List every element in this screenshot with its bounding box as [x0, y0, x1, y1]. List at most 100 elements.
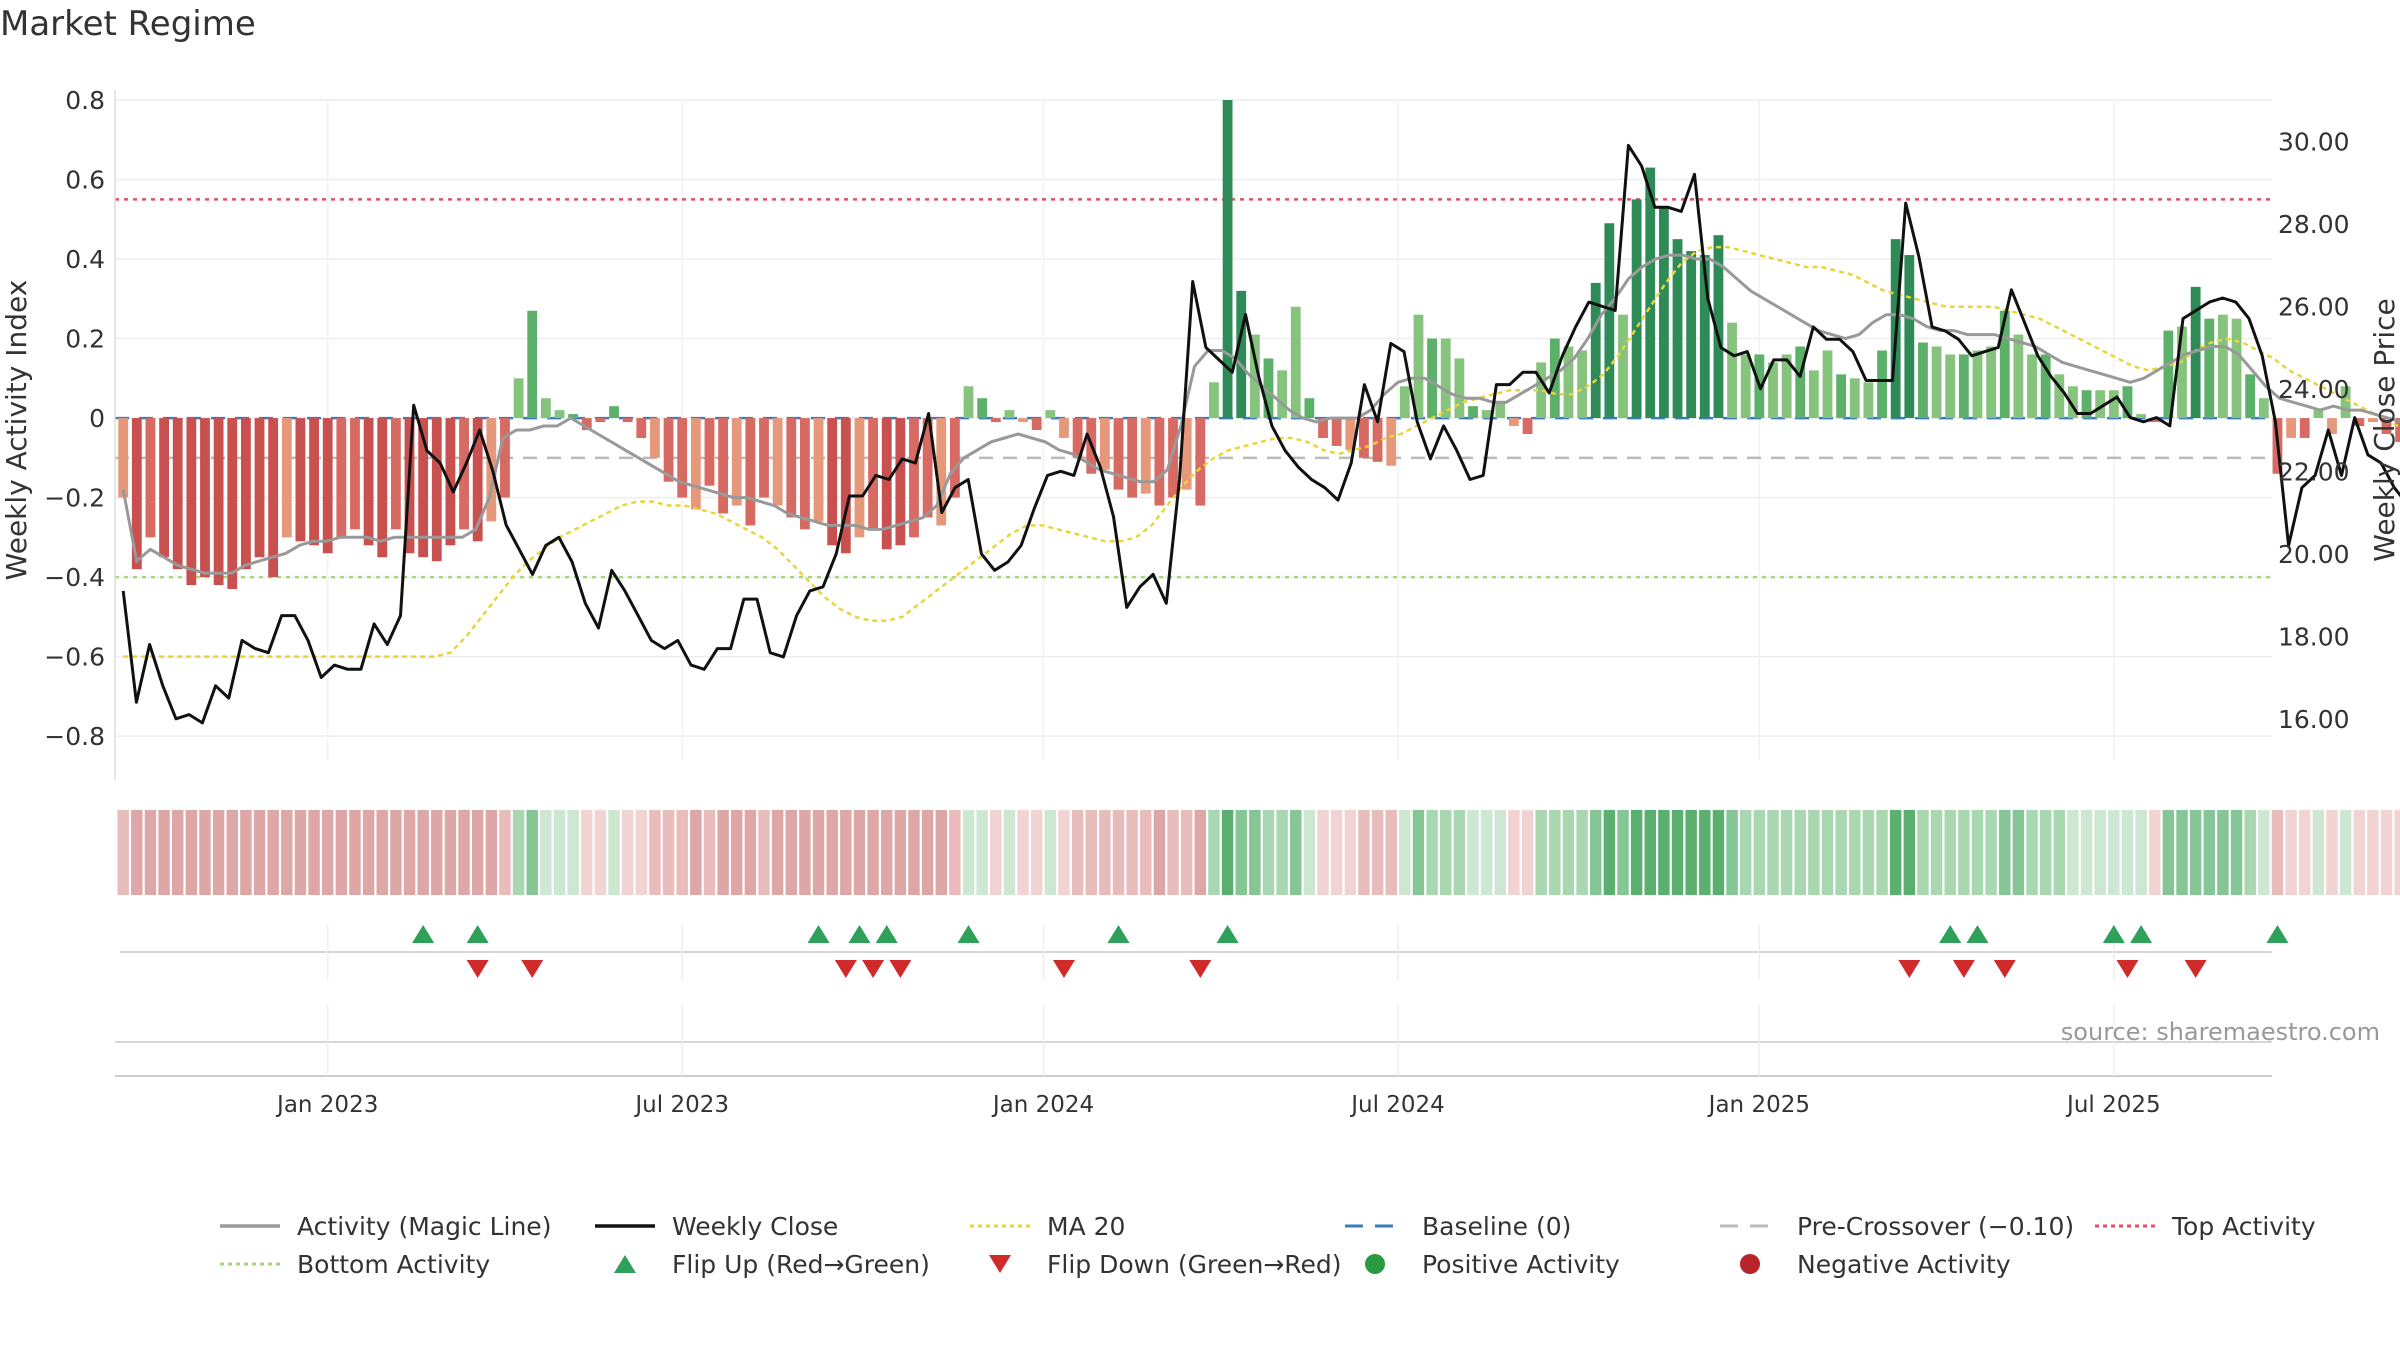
regime-strip-cell [1985, 810, 1997, 895]
activity-bar [309, 418, 319, 546]
regime-strip-cell [1276, 810, 1288, 895]
regime-strip-cell [1030, 810, 1043, 895]
activity-bar [1849, 378, 1860, 419]
activity-bar [527, 310, 538, 419]
activity-bar [1495, 402, 1506, 419]
regime-strip-cell [1671, 810, 1684, 895]
activity-bar [690, 418, 701, 510]
activity-bar [1536, 362, 1547, 419]
activity-bar [1590, 282, 1601, 419]
y-tick-label-left: −0.6 [44, 643, 105, 672]
regime-strip [117, 810, 2400, 895]
legend-item: Weekly Close [595, 1212, 838, 1241]
regime-strip-cell [308, 810, 320, 895]
activity-bar [1440, 338, 1451, 419]
regime-strip-cell [1358, 810, 1370, 895]
activity-bar [949, 418, 960, 498]
regime-strip-cell [1494, 810, 1507, 895]
regime-strip-cell [1085, 810, 1097, 895]
regime-strip-cell [321, 810, 334, 895]
regime-strip-cell [1399, 810, 1411, 895]
activity-bar [1236, 290, 1247, 419]
flip-up-marker [466, 925, 489, 943]
regime-strip-cell [1099, 810, 1111, 895]
regime-strip-cell [2108, 810, 2120, 895]
activity-bar [745, 418, 756, 526]
activity-bar [881, 418, 892, 550]
regime-strip-cell [499, 810, 511, 895]
activity-bar [977, 398, 988, 419]
regime-strip-cell [635, 810, 648, 895]
activity-bar [227, 418, 238, 590]
regime-strip-cell [1576, 810, 1588, 895]
regime-strip-cell [662, 810, 675, 895]
y-tick-label-right: 22.00 [2278, 457, 2350, 486]
activity-bar [254, 418, 265, 558]
regime-strip-cell [1808, 810, 1820, 895]
regime-strip-cell [1780, 810, 1793, 895]
regime-strip-cell [390, 810, 402, 895]
flip-up-marker [875, 925, 898, 943]
activity-bar [186, 418, 197, 586]
activity-bar [1127, 418, 1138, 498]
regime-strip-cell [949, 810, 961, 895]
flip-down-marker [862, 960, 885, 978]
activity-bar [459, 418, 469, 530]
activity-bar [172, 418, 183, 570]
activity-bar [936, 418, 947, 526]
activity-bar [840, 418, 851, 554]
regime-strip-cell [785, 810, 798, 895]
regime-strip-cell [185, 810, 198, 895]
regime-strip-cell [1344, 810, 1357, 895]
regime-strip-cell [171, 810, 184, 895]
activity-bar [2027, 354, 2037, 419]
regime-strip-cell [2271, 810, 2284, 895]
regime-strip-cell [976, 810, 988, 895]
y-tick-label-right: 24.00 [2278, 375, 2350, 404]
regime-strip-cell [144, 810, 157, 895]
activity-bar [827, 418, 838, 546]
x-tick-label: Jan 2023 [275, 1092, 378, 1118]
activity-bar [1672, 239, 1683, 419]
activity-bar [2218, 314, 2228, 419]
flip-down-marker [521, 960, 544, 978]
activity-bar [2299, 418, 2310, 438]
regime-strip-cell [1412, 810, 1425, 895]
activity-bar [1768, 362, 1778, 419]
activity-bar [2313, 410, 2324, 419]
activity-bar [963, 386, 974, 419]
activity-bar [1304, 398, 1315, 419]
activity-bar [1877, 350, 1887, 419]
regime-strip-cell [1194, 810, 1207, 895]
regime-strip-cell [2189, 810, 2202, 895]
activity-bar [2395, 418, 2400, 442]
activity-bar [2040, 354, 2051, 419]
y-tick-label-right: 18.00 [2278, 622, 2350, 651]
activity-bar [800, 418, 810, 530]
flip-up-marker [957, 925, 980, 943]
legend-item: Baseline (0) [1345, 1212, 1571, 1241]
legend-swatch [1740, 1254, 1760, 1274]
source-note: source: sharemaestro.com [2061, 1018, 2380, 1046]
regime-strip-cell [1726, 810, 1738, 895]
activity-bar [377, 418, 388, 558]
legend-item: Positive Activity [1365, 1250, 1620, 1279]
series-lines [121, 143, 2400, 725]
activity-bar [868, 418, 878, 530]
activity-bar [1986, 346, 1997, 419]
regime-strip-cell [1112, 810, 1125, 895]
regime-strip-cell [2326, 810, 2338, 895]
regime-strip-cell [1903, 810, 1916, 895]
activity-bar [1481, 410, 1492, 419]
activity-bar [363, 418, 374, 546]
regime-strip-cell [758, 810, 770, 895]
activity-bar [118, 418, 129, 498]
weekly-close-line [121, 143, 2400, 725]
regime-strip-cell [649, 810, 661, 895]
regime-strip-cell [1617, 810, 1629, 895]
regime-strip-cell [2094, 810, 2106, 895]
regime-strip-cell [2176, 810, 2188, 895]
activity-bar [1345, 418, 1356, 450]
regime-strip-cell [2053, 810, 2066, 895]
regime-strip-cell [840, 810, 852, 895]
